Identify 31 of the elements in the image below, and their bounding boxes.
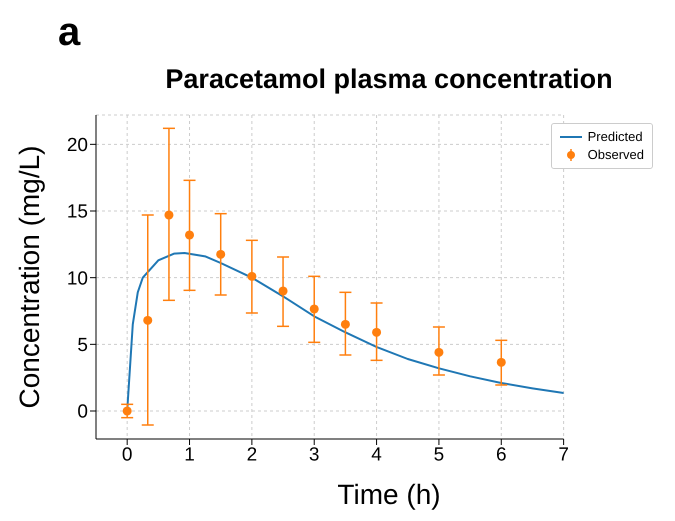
y-tick-label: 5 [77,335,88,356]
point [122,406,132,416]
x-tick-label: 3 [308,444,320,466]
x-tick-label: 5 [434,444,444,466]
point [434,348,444,357]
x-tick-label: 7 [558,444,569,466]
chart-title: Paracetamol plasma concentration [164,64,614,95]
x-axis-title: Time (h) [336,478,442,512]
y-tick-label: 20 [66,135,88,156]
y-tick-label: 0 [77,402,88,423]
point [340,320,350,329]
y-axis-title: Concentration (mg/L) [13,144,46,411]
point [496,358,506,367]
y-tick-label: 15 [66,202,88,223]
legend-label: Predicted [588,128,643,146]
point [278,286,288,296]
point [372,328,382,337]
point [185,230,194,240]
x-tick-label: 4 [371,444,382,466]
point [164,210,174,220]
text: a [58,10,80,55]
point [247,272,256,281]
point [310,304,319,314]
y-tick-label: 10 [66,268,88,290]
legend-label: Observed [588,146,644,164]
point [216,250,226,259]
point [143,316,152,325]
x-tick-label: 1 [184,444,195,466]
x-tick-label: 6 [496,444,507,466]
x-tick-label: 2 [246,444,258,466]
x-tick-label: 0 [122,444,132,466]
